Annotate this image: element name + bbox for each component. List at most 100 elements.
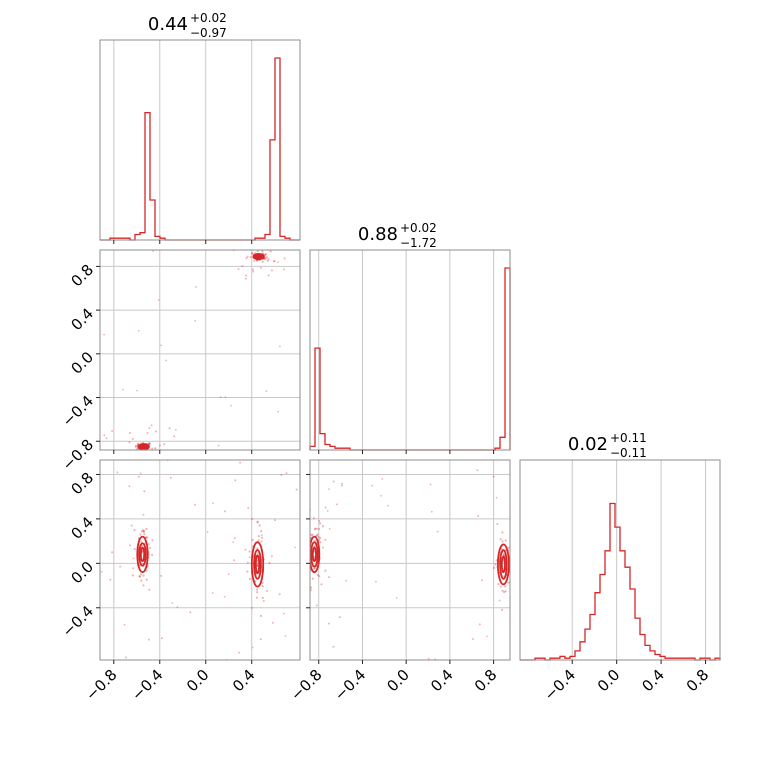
scatter-point	[258, 524, 261, 527]
scatter-point	[252, 268, 254, 271]
scatter-point	[142, 529, 145, 532]
scatter-point	[341, 482, 343, 485]
scatter-point	[139, 472, 142, 475]
title-plus: +0.02	[400, 221, 437, 235]
scatter-point	[127, 452, 129, 454]
scatter-point	[245, 274, 248, 277]
scatter-point	[266, 259, 269, 262]
scatter-point	[100, 570, 103, 573]
scatter-point	[317, 527, 321, 531]
panel-frame	[519, 459, 721, 661]
contour-level-3	[496, 543, 510, 586]
scatter-point	[260, 536, 264, 539]
scatter-point	[478, 623, 481, 626]
scatter-point	[131, 574, 134, 577]
scatter-point	[306, 469, 308, 471]
scatter-point	[302, 605, 304, 607]
scatter-point	[155, 460, 157, 462]
scatter-point	[103, 333, 105, 336]
scatter-point	[194, 320, 197, 322]
scatter-point	[254, 242, 256, 244]
y-tick-label: 0.4	[67, 304, 97, 334]
scatter-point	[501, 608, 504, 612]
scatter-point	[507, 546, 510, 550]
scatter-point	[310, 586, 313, 589]
scatter-point	[157, 299, 160, 301]
scatter-point	[521, 525, 523, 527]
scatter-panel-2-1	[96, 242, 301, 462]
y-tick-label: −0.4	[59, 602, 97, 640]
scatter-point	[251, 538, 254, 542]
y-tick-label: 0.4	[67, 513, 97, 543]
contour-level-2	[139, 444, 149, 450]
scatter-point	[513, 515, 515, 517]
scatter-point	[504, 590, 507, 593]
scatter-point	[276, 245, 278, 247]
scatter-point	[328, 528, 331, 530]
scatter-point	[256, 521, 259, 524]
scatter-point	[495, 496, 498, 499]
scatter-point	[260, 534, 263, 537]
scatter-point	[217, 444, 220, 447]
scatter-point	[259, 638, 262, 641]
scatter-point	[116, 471, 119, 474]
scatter-point	[239, 461, 242, 464]
scatter-point	[317, 533, 319, 536]
scatter-points	[294, 424, 525, 660]
scatter-point	[237, 268, 240, 271]
scatter-point	[160, 574, 163, 577]
scatter-panel-3-1	[96, 423, 301, 664]
scatter-point	[105, 423, 107, 425]
scatter-points	[103, 242, 286, 462]
scatter-point	[146, 432, 149, 434]
scatter-point	[295, 488, 298, 491]
scatter-point	[318, 520, 321, 522]
panel-frame	[99, 249, 301, 451]
scatter-point	[430, 510, 433, 513]
scatter-point	[516, 492, 518, 494]
scatter-point	[494, 563, 497, 566]
x-tick-label: 0.0	[183, 666, 213, 696]
scatter-point	[219, 396, 222, 398]
scatter-point	[277, 410, 279, 413]
y-tick-label: 0.0	[67, 558, 97, 588]
scatter-point	[261, 596, 264, 599]
scatter-point	[256, 250, 259, 253]
scatter-point	[136, 389, 139, 392]
scatter-point	[523, 506, 525, 508]
scatter-point	[305, 559, 307, 561]
scatter-point	[232, 541, 235, 543]
scatter-point	[270, 269, 273, 272]
scatter-point	[261, 585, 264, 588]
contour-level-1	[254, 554, 261, 575]
scatter-point	[135, 444, 138, 447]
scatter-point	[241, 246, 243, 248]
scatter-point	[138, 575, 141, 578]
scatter-point	[142, 530, 145, 533]
scatter-point	[294, 424, 296, 426]
scatter-point	[145, 578, 148, 581]
scatter-point	[145, 454, 147, 456]
x-tick-label: −0.8	[287, 666, 325, 704]
scatter-point	[264, 258, 267, 261]
scatter-point	[319, 536, 322, 539]
scatter-point	[252, 270, 255, 273]
scatter-point	[395, 597, 398, 599]
scatter-point	[264, 253, 267, 256]
title-value: 0.88	[358, 224, 398, 245]
title-plus: +0.02	[190, 11, 227, 25]
scatter-point	[256, 547, 259, 550]
scatter-point	[163, 443, 166, 446]
scatter-point	[149, 546, 152, 550]
scatter-point	[211, 592, 214, 594]
scatter-point	[256, 520, 259, 523]
scatter-point	[129, 544, 132, 547]
histogram-step-1	[100, 57, 300, 241]
scatter-point	[148, 588, 151, 591]
scatter-point	[279, 345, 281, 348]
scatter-point	[345, 579, 348, 582]
scatter-point	[501, 589, 504, 592]
histogram-step-2	[309, 267, 511, 451]
scatter-point	[111, 551, 114, 554]
scatter-point	[119, 565, 122, 568]
